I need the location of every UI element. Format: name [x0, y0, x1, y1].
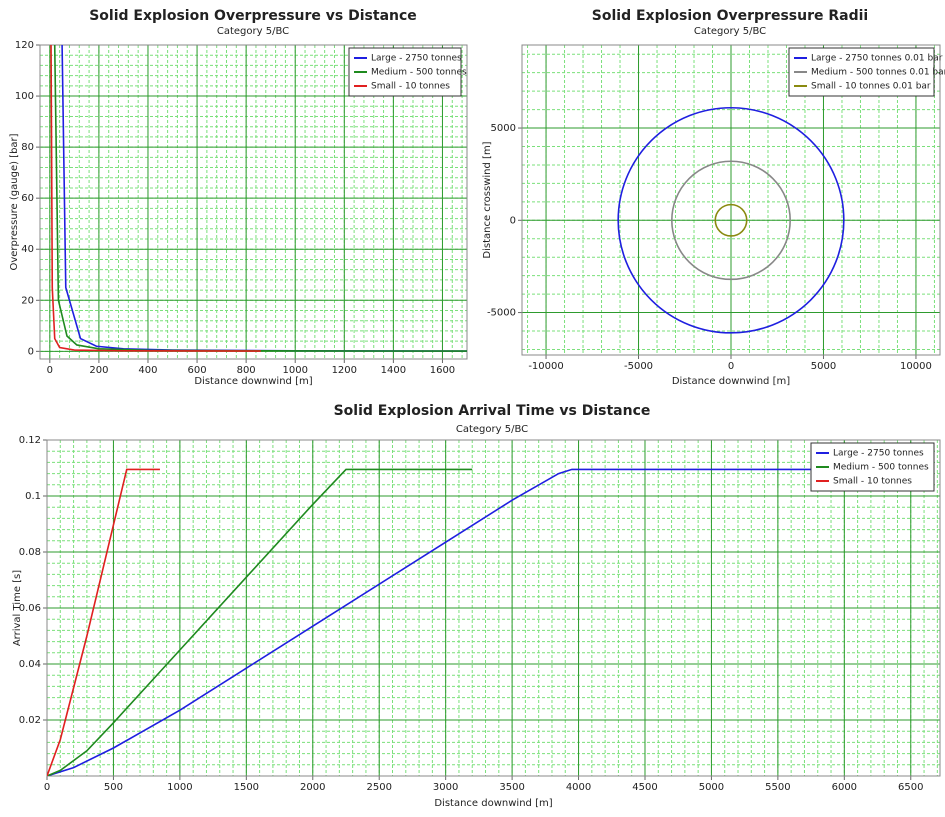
chart-subtitle: Category 5/BC [456, 424, 528, 435]
y-tick-label: 20 [21, 295, 34, 306]
chart-panel: Solid Explosion Arrival Time vs Distance… [12, 403, 941, 809]
y-tick-label: 0.02 [19, 715, 41, 726]
y-tick-label: 0 [28, 346, 34, 357]
legend-label: Small - 10 tonnes [833, 477, 912, 487]
x-tick-label: 1000 [282, 365, 307, 376]
marks [50, 45, 467, 352]
plot-frame [521, 44, 941, 356]
series-line [50, 45, 261, 352]
x-axis-label: Distance downwind [m] [194, 376, 312, 387]
y-tick-label: 0.12 [19, 435, 41, 446]
plot-frame [39, 44, 468, 360]
y-tick-label: 0.08 [19, 547, 41, 558]
legend-label: Medium - 500 tonnes 0.01 bar [811, 68, 945, 78]
y-axis-label: Overpressure (gauge) [bar] [9, 133, 20, 270]
marks [617, 106, 845, 334]
radius-circle [714, 203, 748, 237]
chart-title: Solid Explosion Overpressure vs Distance [89, 8, 417, 24]
chart-title: Solid Explosion Overpressure Radii [592, 8, 868, 24]
y-axis-label: Distance crosswind [m] [482, 141, 493, 258]
y-tick-label: 0.04 [19, 659, 41, 670]
x-tick-label: 500 [104, 782, 123, 793]
marks [47, 468, 813, 776]
radius-circle [617, 106, 845, 334]
x-axis-label: Distance downwind [m] [672, 376, 790, 387]
legend-label: Large - 2750 tonnes [833, 449, 924, 459]
y-tick-label: 60 [21, 193, 34, 204]
y-tick-label: 0.1 [25, 491, 41, 502]
series-line [47, 468, 473, 776]
x-tick-label: 0 [44, 782, 50, 793]
legend-label: Large - 2750 tonnes 0.01 bar [811, 54, 943, 64]
x-tick-label: 1000 [167, 782, 192, 793]
y-axis-label: Arrival Time [s] [12, 570, 23, 646]
x-tick-label: 5500 [765, 782, 790, 793]
series-line [47, 468, 160, 776]
y-tick-label: 100 [15, 91, 34, 102]
legend-label: Small - 10 tonnes [371, 82, 450, 92]
y-tick-label: 120 [15, 40, 34, 51]
x-tick-label: 0 [47, 365, 53, 376]
x-tick-label: 1400 [381, 365, 406, 376]
x-tick-label: -10000 [528, 361, 563, 372]
x-tick-label: 1600 [430, 365, 455, 376]
x-tick-label: 400 [138, 365, 157, 376]
x-tick-label: 6000 [832, 782, 857, 793]
x-tick-label: 1200 [332, 365, 357, 376]
legend-box [810, 442, 935, 492]
legend-label: Medium - 500 tonnes [371, 68, 467, 78]
y-tick-label: 40 [21, 244, 34, 255]
y-tick-label: -5000 [487, 308, 516, 319]
y-tick-label: 0 [510, 215, 516, 226]
x-tick-label: 2000 [300, 782, 325, 793]
x-tick-label: 600 [188, 365, 207, 376]
chart-subtitle: Category 5/BC [694, 26, 766, 37]
legend-box [788, 47, 935, 97]
x-tick-label: 200 [89, 365, 108, 376]
legend-label: Large - 2750 tonnes [371, 54, 462, 64]
y-tick-label: 80 [21, 142, 34, 153]
y-tick-label: 0.06 [19, 603, 41, 614]
x-tick-label: 6500 [898, 782, 923, 793]
x-tick-label: 4500 [632, 782, 657, 793]
legend-label: Small - 10 tonnes 0.01 bar [811, 82, 931, 92]
series-line [47, 468, 813, 776]
x-axis-label: Distance downwind [m] [434, 798, 552, 809]
x-tick-label: 4000 [566, 782, 591, 793]
x-tick-label: 1500 [234, 782, 259, 793]
x-tick-label: 5000 [811, 361, 836, 372]
legend-label: Medium - 500 tonnes [833, 463, 929, 473]
x-tick-label: 800 [237, 365, 256, 376]
chart-panel: Solid Explosion Overpressure Radii Catego… [482, 8, 945, 387]
x-tick-label: 10000 [900, 361, 932, 372]
chart-panel: Solid Explosion Overpressure vs Distance… [9, 8, 468, 387]
x-tick-label: 2500 [366, 782, 391, 793]
legend-box [348, 47, 462, 97]
radius-circle [671, 160, 791, 281]
chart-subtitle: Category 5/BC [217, 26, 289, 37]
x-tick-label: -5000 [624, 361, 653, 372]
y-tick-label: 5000 [491, 123, 516, 134]
x-tick-label: 0 [728, 361, 734, 372]
x-tick-label: 5000 [699, 782, 724, 793]
x-tick-label: 3000 [433, 782, 458, 793]
plot-frame [46, 439, 941, 777]
x-tick-label: 3500 [499, 782, 524, 793]
chart-title: Solid Explosion Arrival Time vs Distance [334, 403, 651, 419]
